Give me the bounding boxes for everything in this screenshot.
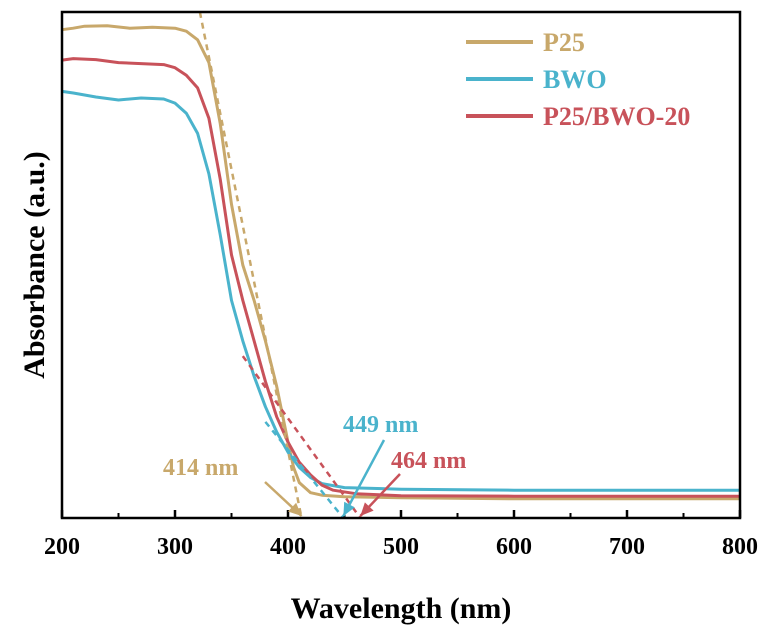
tangent-line-2 — [241, 355, 362, 519]
x-tick-label: 700 — [609, 534, 645, 560]
annotation-arrowhead-0 — [287, 502, 302, 516]
x-axis-label: Wavelength (nm) — [291, 592, 512, 625]
tangent-line-0 — [198, 11, 303, 519]
x-tick-label: 800 — [722, 534, 758, 560]
plot-frame — [60, 10, 742, 520]
x-tick-label: 300 — [157, 534, 193, 560]
annotation-label-2: 464 nm — [391, 448, 466, 474]
tangent-layer — [198, 11, 362, 519]
legend-label-2: P25/BWO-20 — [543, 102, 690, 131]
x-axis-ticks: 200 300 400 500 600 700 800 — [44, 510, 758, 560]
x-tick-label: 200 — [44, 534, 80, 560]
annotation-arrowhead-2 — [360, 502, 374, 516]
x-tick-label: 500 — [383, 534, 419, 560]
annotations: 414 nm 449 nm 464 nm — [163, 412, 466, 517]
series-line-0 — [61, 24, 740, 501]
tangent-line-1 — [264, 421, 345, 519]
x-tick-label: 600 — [496, 534, 532, 560]
plot-area — [61, 11, 740, 519]
y-axis-label: Absorbance (a.u.) — [18, 151, 51, 379]
annotation-label-1: 449 nm — [343, 412, 418, 438]
legend-label-0: P25 — [543, 28, 585, 57]
series-line-2 — [61, 57, 740, 498]
series-layer — [61, 24, 740, 501]
legend-label-1: BWO — [543, 65, 607, 94]
annotation-arrowhead-1 — [343, 501, 355, 516]
series-line-1 — [61, 89, 740, 492]
legend: P25 BWO P25/BWO-20 — [466, 28, 690, 131]
annotation-arrow-1 — [342, 439, 386, 517]
x-tick-label: 400 — [270, 534, 306, 560]
annotation-label-0: 414 nm — [163, 455, 238, 481]
